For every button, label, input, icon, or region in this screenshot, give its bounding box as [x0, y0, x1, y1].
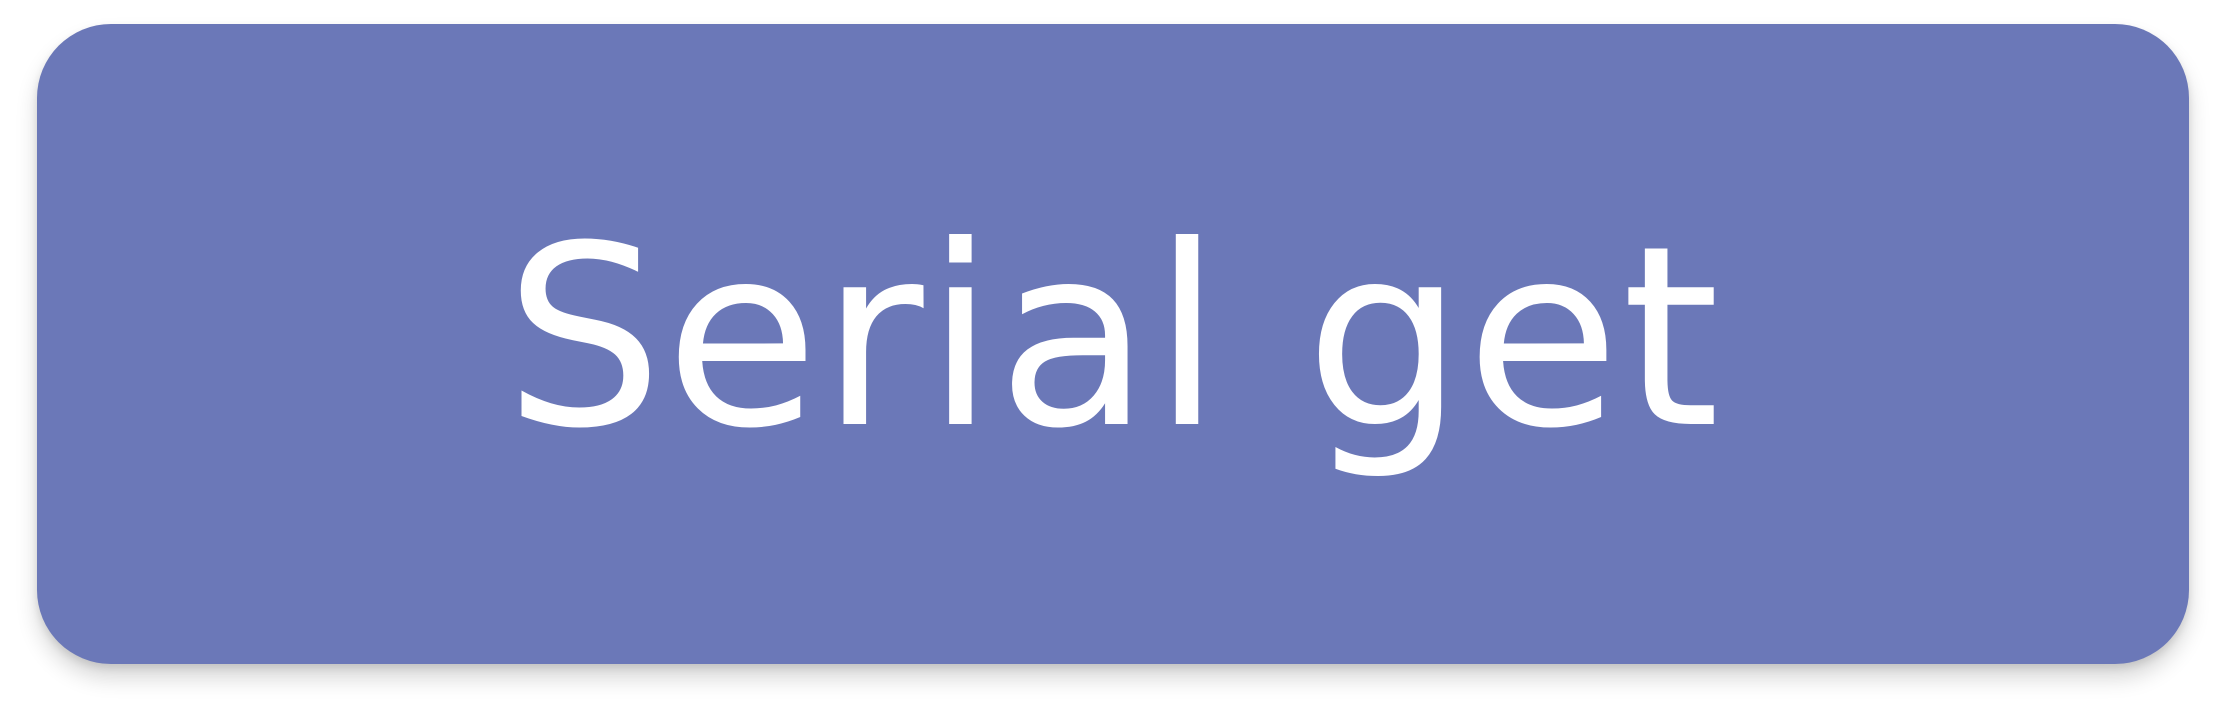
serial-get-label: Serial get [504, 192, 1722, 483]
serial-get-button[interactable]: Serial get [37, 24, 2189, 664]
